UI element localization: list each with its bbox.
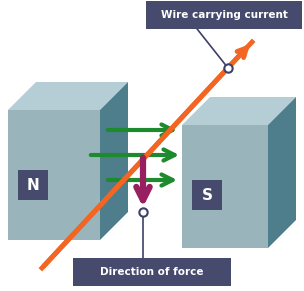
FancyBboxPatch shape [18, 170, 48, 200]
Text: S: S [202, 187, 212, 203]
Text: Direction of force: Direction of force [100, 267, 204, 277]
Text: N: N [27, 178, 40, 193]
FancyBboxPatch shape [73, 258, 231, 286]
FancyBboxPatch shape [146, 1, 302, 29]
FancyBboxPatch shape [192, 180, 222, 210]
Polygon shape [268, 97, 296, 248]
Polygon shape [182, 125, 268, 248]
Polygon shape [8, 82, 128, 110]
Polygon shape [8, 110, 100, 240]
Polygon shape [100, 82, 128, 240]
Text: Wire carrying current: Wire carrying current [161, 10, 288, 20]
Polygon shape [182, 97, 296, 125]
